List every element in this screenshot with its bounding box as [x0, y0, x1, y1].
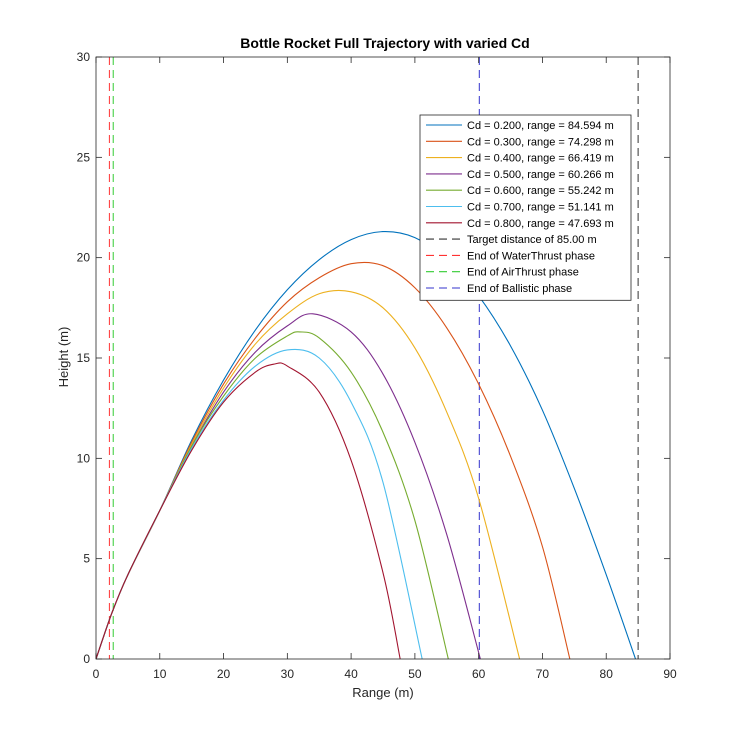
x-tick-label: 30	[281, 667, 295, 681]
legend: Cd = 0.200, range = 84.594 m Cd = 0.300, …	[419, 114, 632, 301]
y-tick-label: 10	[77, 451, 91, 465]
x-tick-label: 10	[153, 667, 167, 681]
legend-label: Cd = 0.600, range = 55.242 m	[467, 185, 614, 197]
legend-label: Target distance of 85.00 m	[467, 234, 597, 246]
legend-label: Cd = 0.200, range = 84.594 m	[467, 120, 614, 132]
y-axis-label: Height (m)	[56, 327, 71, 388]
legend-label: End of WaterThrust phase	[467, 250, 595, 262]
y-tick-label: 0	[83, 652, 90, 666]
x-tick-label: 0	[93, 667, 100, 681]
legend-label: Cd = 0.500, range = 60.266 m	[467, 169, 614, 181]
x-tick-label: 40	[344, 667, 358, 681]
x-tick-label: 70	[536, 667, 550, 681]
legend-label: Cd = 0.300, range = 74.298 m	[467, 136, 614, 148]
x-tick-label: 80	[600, 667, 614, 681]
legend-label: Cd = 0.700, range = 51.141 m	[467, 202, 614, 214]
legend-label: Cd = 0.800, range = 47.693 m	[467, 218, 614, 230]
x-tick-label: 50	[408, 667, 422, 681]
legend-label: End of Ballistic phase	[467, 283, 572, 295]
legend-box	[419, 114, 632, 301]
x-tick-label: 90	[663, 667, 677, 681]
chart-title: Bottle Rocket Full Trajectory with varie…	[240, 35, 529, 51]
series-line-7	[95, 362, 401, 660]
legend-label: End of AirThrust phase	[467, 267, 579, 279]
y-tick-label: 25	[77, 150, 91, 164]
x-tick-label: 20	[217, 667, 231, 681]
y-tick-label: 20	[77, 251, 91, 265]
x-tick-label: 60	[472, 667, 486, 681]
y-axis-ticks: 0 5 10 15 20 25 30	[77, 50, 670, 666]
x-axis-ticks: 0 10 20 30 40 50 60 70 80 90	[93, 57, 677, 681]
y-tick-label: 15	[77, 351, 91, 365]
x-axis-label: Range (m)	[352, 685, 413, 700]
legend-label: Cd = 0.400, range = 66.419 m	[467, 153, 614, 165]
y-tick-label: 30	[77, 50, 91, 64]
y-tick-label: 5	[83, 552, 90, 566]
